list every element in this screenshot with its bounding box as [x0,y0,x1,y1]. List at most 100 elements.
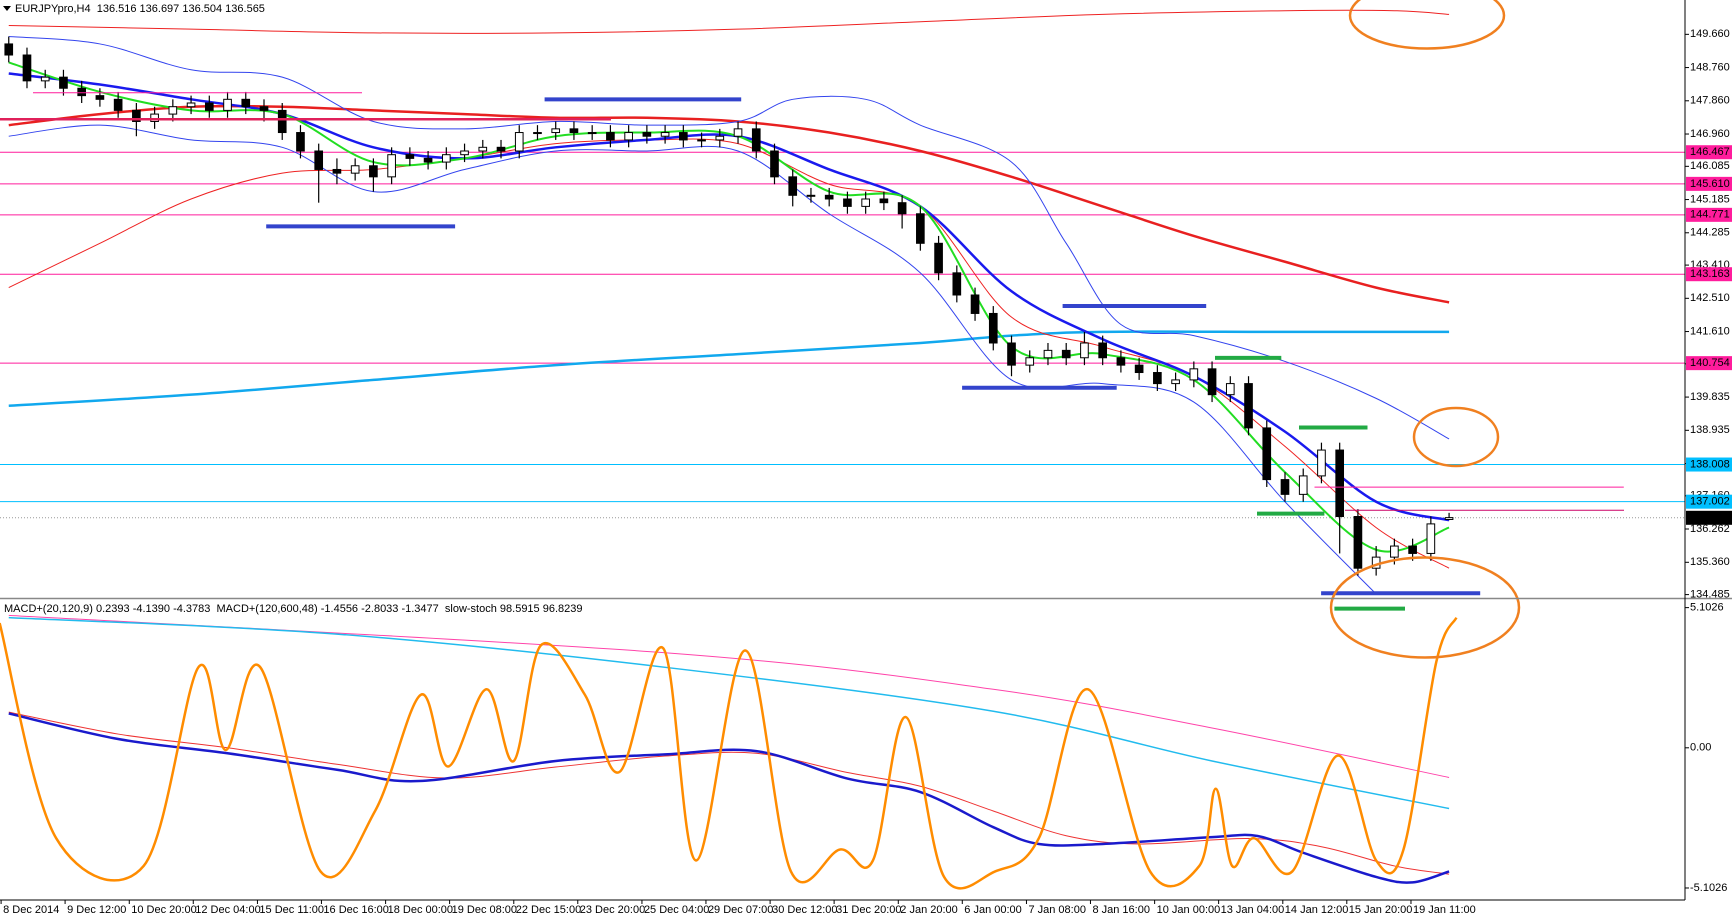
level-label-box [1686,176,1732,191]
candle-body [1408,545,1417,554]
candle-body [1262,427,1272,481]
x-tick-label: 2 Jan 20:00 [900,904,958,916]
candle-body [1317,449,1326,477]
level-label: 137.002 [1690,496,1730,508]
candle-body [1298,475,1308,495]
menu-triangle [3,6,11,11]
candle-body [150,113,159,122]
level-label: 144.771 [1690,209,1730,221]
y-tick-label: 142.510 [1690,292,1730,304]
indicator-line [8,124,1377,595]
level-label-box [1686,267,1732,282]
y-tick-label: 136.262 [1690,523,1730,535]
x-tick-label: 15 Dec 11:00 [259,904,324,916]
candle-body [296,132,305,152]
candle-body [223,98,232,111]
candle-body [387,154,396,178]
target-marks [1215,355,1405,611]
candle-body [952,272,962,296]
support-marks [266,97,1481,596]
price-panel [0,9,1685,595]
candle-body [259,106,269,111]
candle-body [405,154,415,159]
y-tick-label: 134.485 [1690,589,1730,601]
candle-body [350,165,360,174]
x-tick-label: 19 Jan 11:00 [1413,904,1476,916]
candle-body [642,132,652,137]
indicator-line [8,330,1450,408]
level-label: 146.467 [1690,146,1730,158]
candle-body [4,43,14,56]
candle-body [624,132,633,141]
y-tick-label: 146.085 [1690,160,1730,172]
x-tick-label: 22 Dec 15:00 [516,904,581,916]
indicator-line [8,614,1450,778]
candle-body [934,242,943,274]
y-tick-label: 148.760 [1690,61,1730,73]
candle-body [1116,357,1126,366]
candle-body [460,150,469,156]
highlight-ellipse [1329,556,1521,659]
x-tick-label: 19 Dec 08:00 [452,904,517,916]
candle-body [59,76,68,89]
x-tick-label: 15 Jan 20:00 [1349,904,1413,916]
candle-body [478,146,488,152]
level-label: 138.008 [1690,458,1730,470]
candle-body [679,132,688,141]
candle-body [606,132,615,141]
candle-body [660,132,670,137]
level-label: 145.610 [1690,178,1730,190]
x-tick-label: 13 Jan 04:00 [1221,904,1285,916]
x-tick-label: 12 Dec 04:00 [195,904,260,916]
candle-body [1025,357,1035,366]
x-tick-label: 16 Dec 16:00 [323,904,388,916]
level-label-box [1686,457,1732,472]
candle-body [861,198,870,207]
x-tick-label: 29 Dec 07:00 [708,904,773,916]
candle-body [1007,342,1016,366]
candle-body [113,98,123,111]
y-tick-label: 149.660 [1690,28,1730,40]
candle-body [1171,379,1180,385]
indicator-line [8,9,1450,34]
level-label-box [1686,145,1732,160]
candle-body [824,194,834,200]
indicator-line [8,36,1450,440]
indicator-line [8,711,1450,875]
indicator-line [0,616,1458,890]
y-tick-label: 147.860 [1690,95,1730,107]
indicator-line [8,616,1450,810]
candle-body [697,139,706,142]
x-tick-label: 25 Dec 04:00 [644,904,709,916]
candle-body [1098,342,1107,359]
candle-body [1426,523,1436,554]
y-tick-label: 141.610 [1690,325,1730,337]
candle-body [1390,545,1399,558]
candle-body [1244,383,1253,429]
x-tick-label: 31 Dec 20:00 [836,904,901,916]
y-tick-label: 145.185 [1690,193,1730,205]
level-label-box [1686,510,1732,525]
candle-body [168,106,178,115]
x-tick-label: 9 Dec 12:00 [67,904,126,916]
candle-body [1335,449,1345,518]
x-tick-label: 10 Dec 20:00 [131,904,196,916]
candle-body [95,95,105,100]
candle-body [132,109,141,122]
candle-body [916,213,925,244]
candle-body [1080,342,1089,359]
candle-body [441,154,451,163]
candle-body [40,76,50,82]
x-tick-label: 6 Jan 00:00 [964,904,1022,916]
indicator-line [8,712,1450,884]
y-tick-label: 138.935 [1690,424,1730,436]
highlight-ellipses [1329,0,1521,659]
candle-body [1061,349,1071,359]
indicator-panel-title: MACD+(20,120,9) 0.2393 -4.1390 -4.3783 M… [4,603,583,615]
candle-body [241,98,251,108]
candle-body [1134,364,1144,374]
candle-body [496,146,506,152]
